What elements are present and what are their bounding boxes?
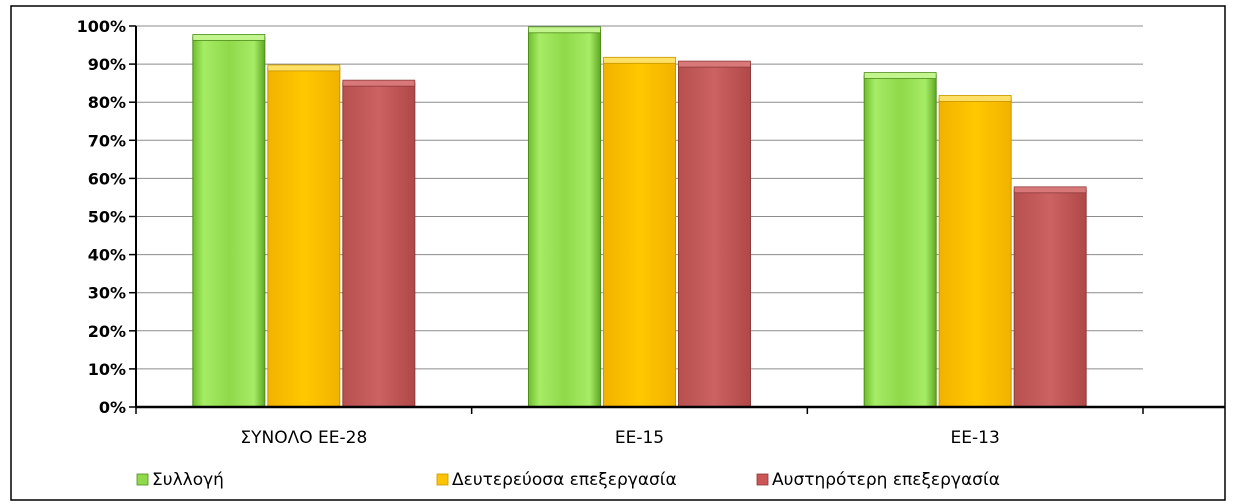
y-tick-label: 100%	[77, 17, 126, 36]
x-tick-label: ΕΕ-13	[951, 428, 1000, 448]
y-tick-label: 30%	[88, 284, 126, 303]
x-tick-label: ΕΕ-15	[615, 428, 664, 448]
x-axis-ticks: ΣΥΝΟΛΟ ΕΕ-28 ΕΕ-15 ΕΕ-13	[240, 428, 999, 448]
legend-label: Αυστηρότερη επεξεργασία	[772, 470, 1000, 490]
legend-item: Συλλογή	[136, 470, 224, 490]
bar	[1013, 186, 1087, 408]
legend-swatch	[136, 473, 149, 486]
legend: Συλλογή Δευτερεύοσα επεξεργασία Αυστηρότερ…	[136, 470, 1000, 490]
y-axis-ticks: 0% 10% 20% 30% 40% 50% 60% 70% 80% 90% 100%	[77, 17, 126, 417]
legend-swatch	[756, 473, 769, 486]
y-tick-label: 80%	[88, 93, 126, 112]
x-tick-label: ΣΥΝΟΛΟ ΕΕ-28	[240, 428, 367, 448]
bar	[267, 64, 341, 408]
bar	[192, 34, 266, 408]
y-tick-label: 70%	[88, 131, 126, 150]
bar	[603, 56, 676, 408]
y-tick-label: 60%	[88, 169, 126, 188]
bar	[678, 60, 751, 408]
legend-label: Συλλογή	[152, 470, 224, 490]
legend-item: Αυστηρότερη επεξεργασία	[756, 470, 1000, 490]
y-tick-label: 50%	[88, 208, 126, 227]
bar	[342, 79, 416, 408]
bar	[528, 26, 601, 408]
legend-label: Δευτερεύοσα επεξεργασία	[452, 470, 677, 490]
y-tick-label: 90%	[88, 55, 126, 74]
legend-item: Δευτερεύοσα επεξεργασία	[436, 470, 677, 490]
chart-border	[10, 5, 1226, 501]
y-tick-label: 10%	[88, 360, 126, 379]
y-tick-label: 40%	[88, 246, 126, 265]
bar	[938, 94, 1012, 408]
bars	[192, 26, 1087, 408]
legend-swatch	[436, 473, 449, 486]
y-tick-label: 20%	[88, 322, 126, 341]
y-tick-label: 0%	[99, 398, 126, 417]
bar	[863, 72, 937, 408]
axes	[129, 25, 1225, 414]
